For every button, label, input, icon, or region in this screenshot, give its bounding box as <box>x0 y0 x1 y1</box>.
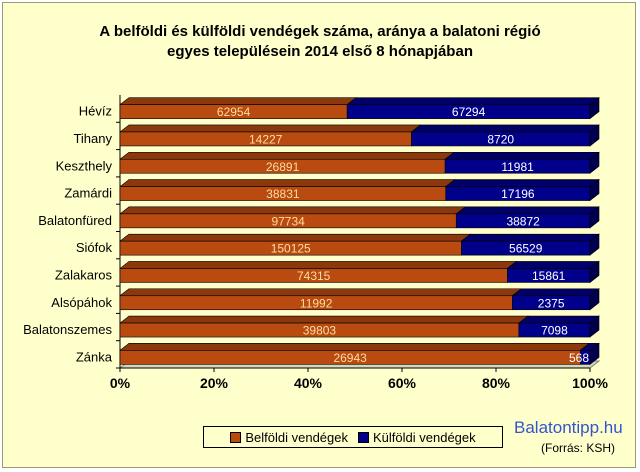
bar-foreign-side <box>589 97 600 120</box>
x-tick-label: 40% <box>294 375 323 391</box>
y-tick-label: Keszthely <box>56 158 113 173</box>
data-label: 8720 <box>487 132 514 146</box>
legend-label-foreign: Külföldi vendégek <box>373 429 476 445</box>
data-label: 14227 <box>249 132 283 146</box>
x-tick-label: 20% <box>200 375 229 391</box>
data-label: 150125 <box>271 242 311 256</box>
bar-foreign-side <box>589 124 600 147</box>
bar-domestic-top <box>119 315 529 324</box>
y-tick-label: Tihany <box>73 131 112 146</box>
bar-foreign-top <box>444 179 600 187</box>
bar-foreign-top <box>346 97 600 105</box>
bar-foreign-top <box>511 288 600 297</box>
bar-foreign-side <box>589 151 600 174</box>
legend-label-domestic: Belföldi vendégek <box>245 429 348 445</box>
bar-foreign-side <box>589 288 600 311</box>
data-label: 11981 <box>501 160 534 174</box>
y-tick-label: Zamárdi <box>64 186 112 201</box>
bar-domestic-top <box>119 343 591 351</box>
data-label: 26891 <box>266 160 300 174</box>
y-tick-label: Zalakaros <box>55 267 113 282</box>
bar-domestic-top <box>119 179 456 187</box>
legend-swatch-foreign <box>358 431 369 443</box>
x-tick-label: 80% <box>482 375 511 391</box>
chart-title-line-2: egyes településein 2014 első 8 hónapjába… <box>167 43 473 60</box>
bar-foreign-top <box>410 124 600 133</box>
bar-foreign-side <box>589 315 600 338</box>
bar-domestic-top <box>119 151 456 160</box>
bar-foreign-top <box>517 315 600 324</box>
bar-foreign-side <box>589 233 600 256</box>
data-label: 39803 <box>303 324 337 338</box>
bar-foreign-side <box>589 342 600 365</box>
y-tick-label: Balatonszemes <box>23 322 112 337</box>
y-tick-label: Zánka <box>76 349 113 364</box>
bar-domestic-top <box>119 97 358 105</box>
x-tick-label: 0% <box>110 375 131 391</box>
bar-domestic-top <box>119 233 472 242</box>
source-note: (Forrás: KSH) <box>541 441 616 455</box>
data-label: 11992 <box>300 296 333 310</box>
brand-watermark: Balatontipp.hu <box>514 418 623 438</box>
data-label: 568 <box>569 351 589 365</box>
y-tick-label: Hévíz <box>79 104 112 119</box>
legend: Belföldi vendégek Külföldi vendégek <box>203 426 503 448</box>
bar-foreign-top <box>460 233 600 242</box>
data-label: 62954 <box>217 105 251 119</box>
y-tick-label: Siófok <box>76 240 113 255</box>
bar-foreign-top <box>455 206 600 215</box>
data-label: 26943 <box>333 351 367 365</box>
x-axis-labels: 0% 20% 40% 60% 80% 100% <box>110 375 609 391</box>
bar-foreign-side <box>589 178 600 202</box>
y-tick-label: Alsópáhok <box>51 295 112 310</box>
legend-swatch-domestic <box>230 431 242 443</box>
chart-title-line-1: A belföldi és külföldi vendégek száma, a… <box>99 23 541 40</box>
bar-domestic-top <box>119 261 518 269</box>
data-label: 38831 <box>266 187 300 201</box>
bar-foreign-top <box>444 151 600 160</box>
bar-domestic-top <box>119 206 467 215</box>
data-label: 97734 <box>271 214 305 228</box>
legend-item-foreign: Külföldi vendégek <box>358 430 476 445</box>
y-tick-label: Balatonfüred <box>38 213 112 228</box>
data-label: 38872 <box>506 214 540 228</box>
bar-foreign-side <box>589 260 600 284</box>
bars-group: 62954 67294 14227 8720 26891 11981 38831 17196 9… <box>119 97 600 365</box>
data-label: 74315 <box>297 269 331 283</box>
bar-foreign-top <box>506 261 600 269</box>
x-tick-label: 100% <box>572 375 608 391</box>
chart-title: A belföldi és külföldi vendégek száma, a… <box>0 22 640 62</box>
bar-domestic-top <box>119 124 422 133</box>
legend-item-domestic: Belföldi vendégek <box>230 430 348 445</box>
data-label: 56529 <box>509 242 543 256</box>
data-label: 17196 <box>501 187 535 201</box>
bar-foreign-side <box>589 206 600 229</box>
y-axis-labels: Hévíz Tihany Keszthely Zamárdi Balatonfüred S… <box>23 104 113 365</box>
data-label: 7098 <box>541 324 568 338</box>
data-label: 2375 <box>538 296 565 310</box>
data-label: 67294 <box>452 105 486 119</box>
x-tick-label: 60% <box>388 375 417 391</box>
bar-domestic-top <box>119 288 523 297</box>
brand-text: Balatontipp.hu <box>514 418 623 437</box>
data-label: 15861 <box>532 269 566 283</box>
